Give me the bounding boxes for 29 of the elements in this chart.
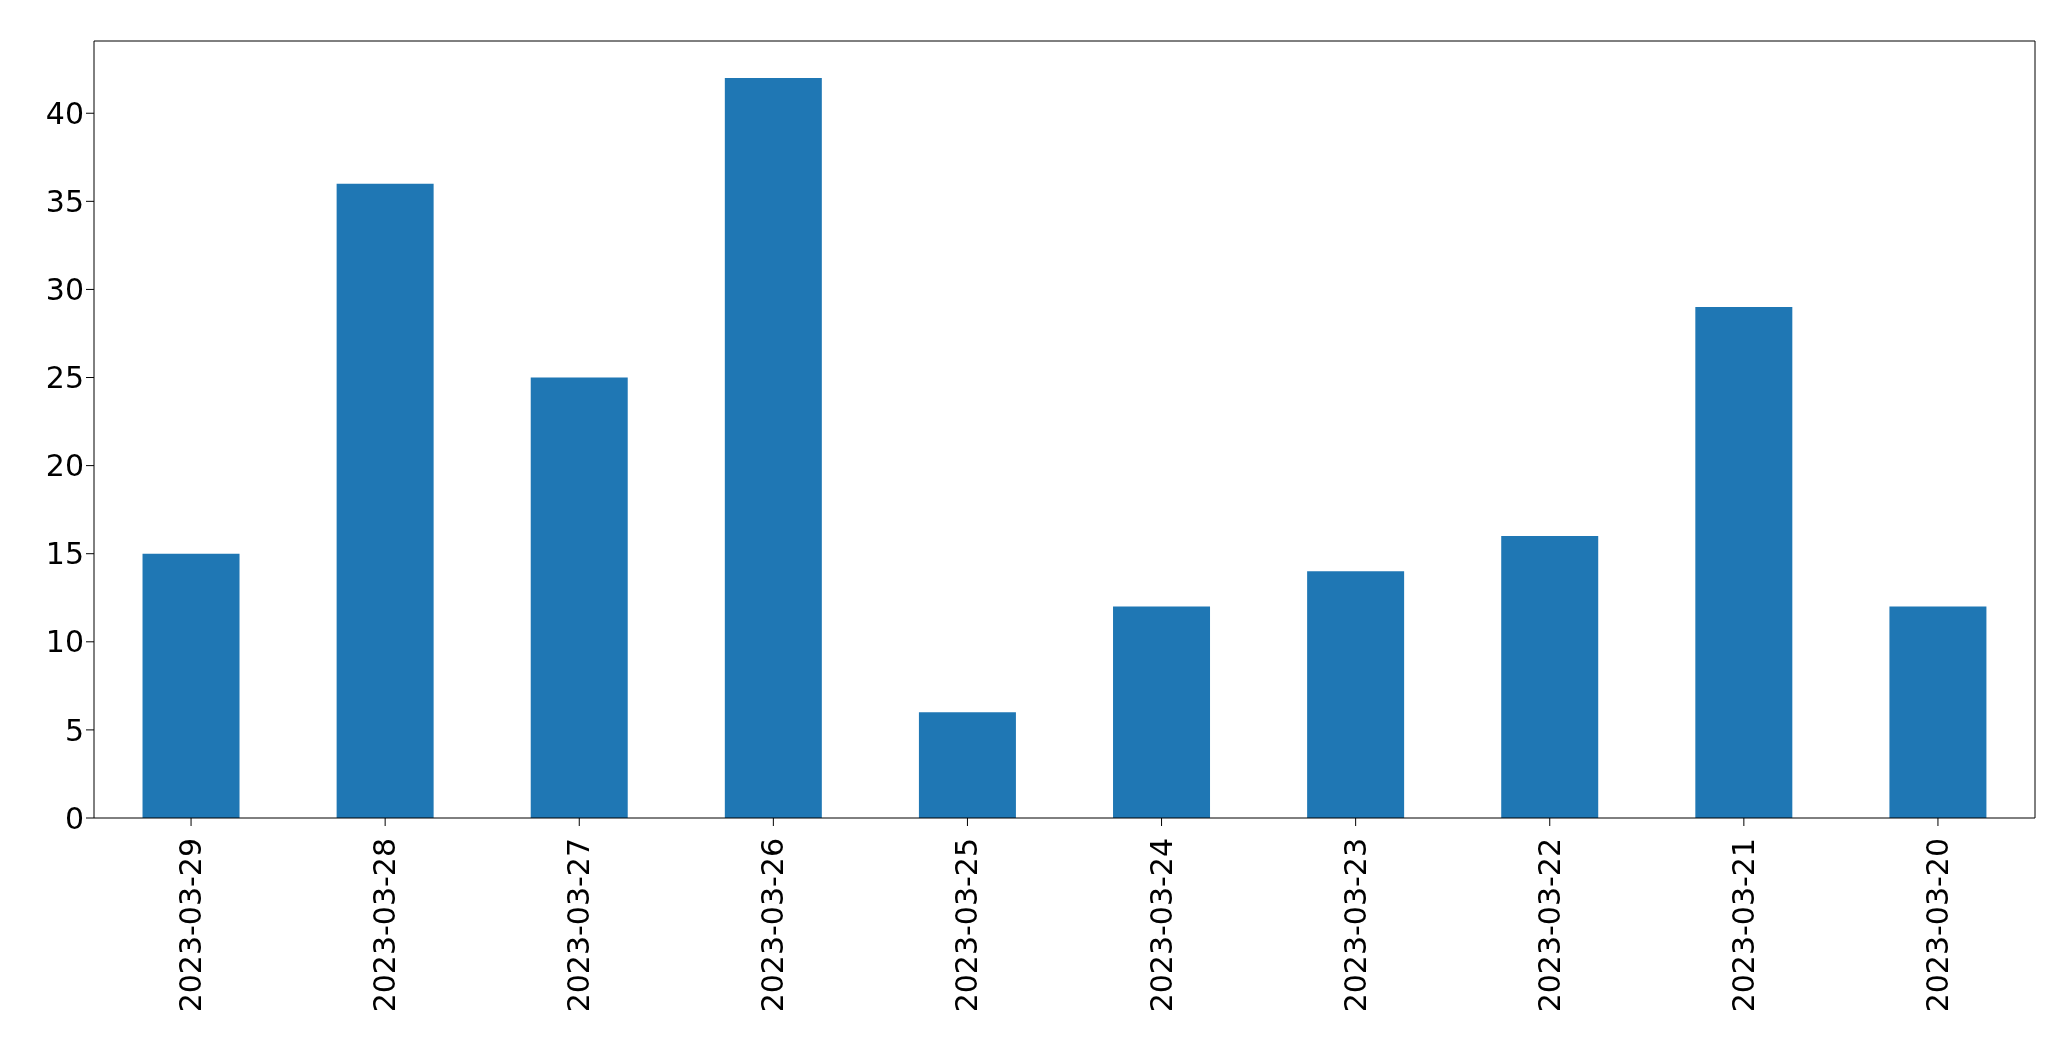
x-tick-label: 2023-03-22 [1531, 838, 1567, 1013]
bar [1113, 606, 1211, 818]
bar [1889, 606, 1987, 818]
x-tick-label: 2023-03-27 [561, 838, 597, 1013]
y-tick-label: 20 [45, 448, 84, 484]
bar [142, 553, 240, 818]
x-tick-label: 2023-03-25 [949, 838, 985, 1013]
x-tick-label: 2023-03-28 [367, 838, 403, 1013]
bar [918, 712, 1016, 818]
x-tick-label: 2023-03-20 [1919, 838, 1955, 1013]
x-tick-label: 2023-03-21 [1725, 838, 1761, 1013]
y-tick-label: 10 [45, 624, 84, 660]
bar [724, 78, 822, 818]
x-tick-label: 2023-03-29 [173, 838, 209, 1013]
x-tick-label: 2023-03-23 [1337, 838, 1373, 1013]
y-tick-label: 25 [45, 360, 84, 396]
bar [1695, 307, 1793, 818]
y-tick-label: 0 [64, 800, 84, 836]
bar [336, 183, 434, 818]
bar [1307, 571, 1405, 818]
bar [1501, 536, 1599, 818]
y-tick-label: 5 [64, 712, 84, 748]
bar [530, 377, 628, 818]
y-tick-label: 35 [45, 183, 84, 219]
x-tick-label: 2023-03-24 [1143, 838, 1179, 1013]
y-tick-label: 30 [45, 272, 84, 308]
y-tick-label: 15 [45, 536, 84, 572]
y-tick-label: 40 [45, 95, 84, 131]
x-tick-label: 2023-03-26 [755, 838, 791, 1013]
